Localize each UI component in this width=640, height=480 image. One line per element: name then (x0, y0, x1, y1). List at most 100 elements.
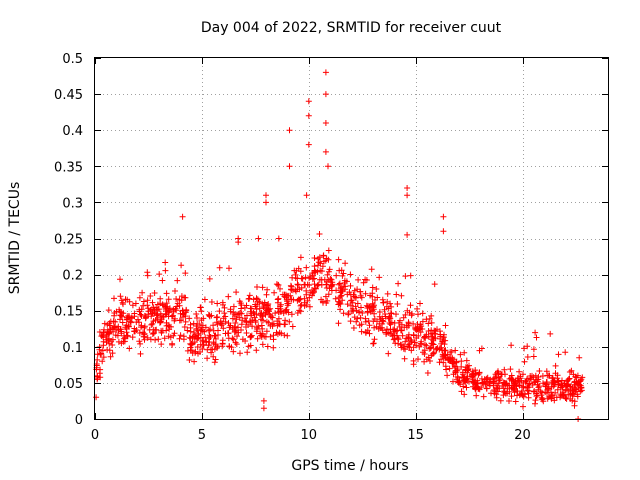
data-point (413, 327, 420, 334)
data-point (232, 328, 239, 335)
data-point (527, 373, 534, 379)
data-point (506, 398, 512, 404)
y-tick-label: 0.3 (62, 196, 83, 211)
data-point (255, 235, 262, 242)
data-point (520, 403, 526, 410)
data-point (198, 324, 204, 331)
data-point (174, 277, 181, 284)
data-point (278, 308, 285, 315)
data-point (497, 397, 504, 404)
data-point (117, 293, 124, 300)
data-point (328, 287, 335, 294)
data-point (349, 308, 355, 315)
data-point (476, 347, 483, 354)
data-point (419, 318, 426, 325)
data-point (353, 318, 360, 325)
y-tick-label: 0.25 (54, 233, 83, 248)
data-point (429, 340, 436, 347)
data-point (269, 314, 276, 321)
data-point (351, 314, 358, 321)
data-point (518, 388, 525, 395)
data-point (408, 347, 415, 354)
data-point (482, 376, 488, 383)
data-point (274, 299, 281, 306)
data-point (163, 327, 170, 334)
data-point (401, 355, 408, 362)
data-point (136, 338, 143, 345)
data-point (322, 69, 329, 76)
data-point (453, 359, 460, 366)
data-point (176, 296, 183, 303)
data-point (483, 385, 490, 392)
data-point (259, 341, 266, 348)
data-point (516, 368, 523, 375)
data-point (531, 379, 538, 386)
data-point (336, 280, 343, 287)
data-point (440, 213, 447, 220)
data-point (246, 292, 253, 299)
data-point (362, 290, 369, 297)
data-point (554, 386, 561, 393)
data-point (233, 327, 240, 334)
data-point (173, 296, 180, 302)
data-point (207, 346, 214, 353)
data-point (387, 321, 394, 328)
data-point (205, 311, 212, 318)
data-point (397, 317, 403, 324)
data-point (165, 333, 172, 340)
data-point (158, 341, 165, 348)
data-point (324, 271, 331, 278)
data-point (425, 320, 432, 327)
data-point (461, 349, 468, 356)
data-point (263, 318, 270, 325)
data-point (204, 355, 211, 362)
data-point (333, 272, 340, 279)
data-point (384, 326, 390, 333)
data-point (168, 313, 175, 320)
data-point (154, 316, 161, 322)
data-point (463, 384, 470, 391)
data-point (148, 321, 155, 328)
data-point (548, 391, 555, 398)
data-point (478, 375, 485, 382)
data-point (226, 324, 233, 331)
data-point (129, 334, 136, 341)
data-point (335, 256, 342, 263)
data-point (234, 333, 240, 340)
data-point (339, 272, 346, 279)
data-point (106, 330, 112, 337)
data-point (383, 303, 390, 310)
data-point (545, 372, 552, 379)
data-point (150, 330, 157, 337)
data-point (407, 302, 414, 309)
data-point (392, 340, 399, 347)
data-point (271, 289, 278, 296)
data-point (329, 281, 336, 288)
data-point (450, 360, 457, 367)
data-point (561, 380, 567, 387)
data-point (542, 389, 549, 396)
data-point (284, 332, 291, 339)
data-point (172, 288, 178, 294)
data-point (98, 333, 105, 340)
data-point (335, 301, 342, 308)
data-point (162, 303, 169, 310)
data-point (344, 301, 351, 308)
data-point (536, 368, 543, 374)
data-point (109, 336, 116, 343)
data-point (275, 282, 282, 289)
data-point (163, 310, 170, 317)
data-point (543, 380, 550, 387)
data-point (569, 393, 576, 399)
data-point (124, 316, 131, 323)
data-point (131, 328, 138, 335)
data-point (368, 303, 375, 310)
data-point (194, 344, 201, 350)
data-point (187, 347, 194, 354)
data-point (282, 317, 289, 324)
data-point (169, 312, 176, 319)
data-point (427, 358, 433, 364)
data-point (457, 351, 464, 358)
data-point (211, 359, 218, 366)
data-point (417, 300, 423, 307)
